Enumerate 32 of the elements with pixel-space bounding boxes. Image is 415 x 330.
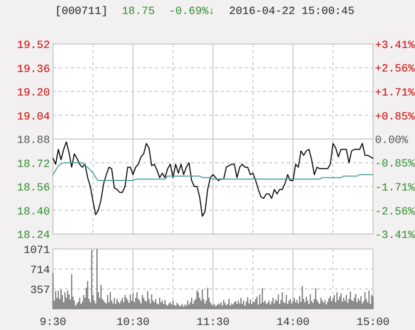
x-tick-label: 9:30	[40, 317, 66, 329]
chart-title: [000711]	[55, 6, 108, 18]
line-series	[52, 141, 374, 217]
y-tick-label: 19.20	[16, 88, 50, 100]
y-tick-label: 1071	[24, 245, 50, 257]
x-tick-label: 15:00	[356, 317, 390, 329]
y2-tick-label: +2.56%	[375, 64, 415, 76]
y-tick-label: 19.36	[16, 64, 50, 76]
y2-tick-label: +0.85%	[375, 111, 415, 124]
x-tick-label: 11:30	[196, 317, 230, 329]
y-tick-label: 18.40	[16, 206, 50, 218]
y2-tick-label: -3.41%	[375, 230, 415, 242]
y2-tick-label: 0.00%	[375, 135, 408, 147]
y2-tick-label: +1.71%	[375, 87, 415, 100]
x-tick-label: 10:30	[116, 317, 150, 329]
x-tick-label: 14:00	[276, 317, 310, 329]
text: 18.75	[122, 6, 155, 18]
y2-tick-label: -0.85%	[375, 158, 415, 171]
y-tick-label: 18.72	[16, 158, 50, 171]
text: 2016-04-22 15:00:45	[229, 6, 354, 18]
y2-tick-label: -1.71%	[375, 182, 415, 195]
y-tick-label: 18.88	[16, 135, 50, 147]
y2-tick-label: +3.41%	[375, 40, 415, 52]
y-tick-label: 714	[30, 265, 50, 277]
y-tick-label: 357	[30, 285, 50, 297]
y2-tick-label: -2.56%	[375, 206, 415, 218]
line-series	[52, 162, 374, 182]
y-tick-label: 19.04	[16, 111, 50, 124]
y-tick-label: 18.56	[16, 182, 50, 194]
text: -0.69%↓	[168, 6, 216, 18]
y-tick-label: 18.24	[16, 230, 50, 242]
y-tick-label: 19.52	[16, 40, 50, 52]
